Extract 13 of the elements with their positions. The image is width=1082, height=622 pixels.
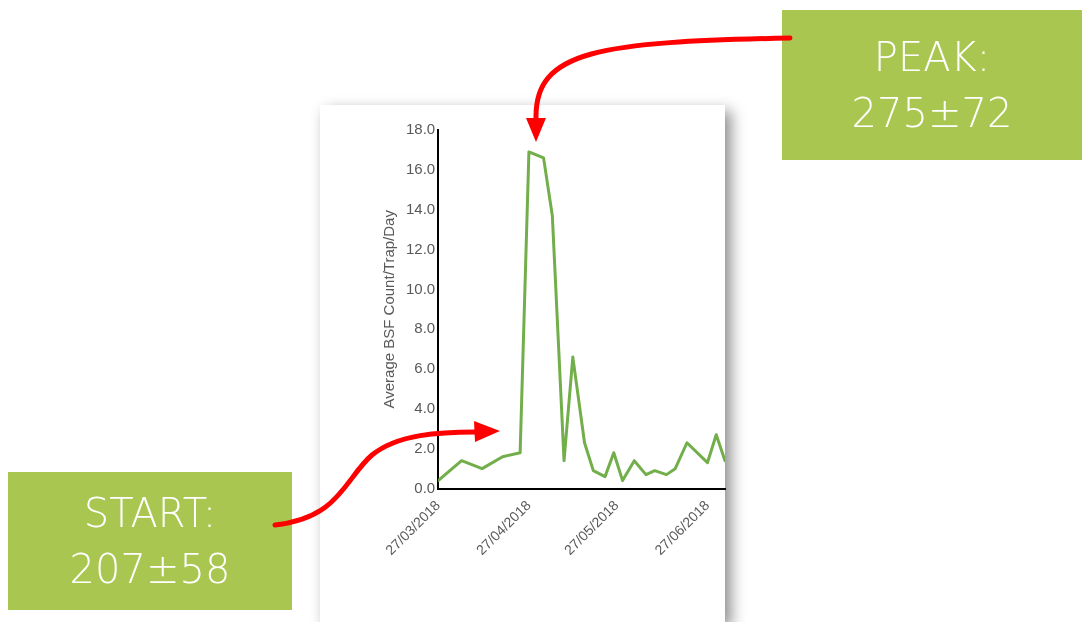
y-tick-label: 10.0 [405, 279, 436, 297]
y-tick-label: 12.0 [405, 239, 436, 257]
y-tick-label: 8.0 [414, 319, 436, 337]
y-axis-title: Average BSF Count/Trap/Day [380, 209, 398, 409]
y-tick-label: 16.0 [405, 159, 436, 177]
text: PEAK: 275±72 [851, 33, 1013, 138]
text: START: 207±58 [69, 489, 231, 594]
y-tick-label: 0.0 [414, 478, 436, 496]
y-tick-label: 2.0 [414, 438, 436, 456]
y-tick-label: 14.0 [405, 199, 436, 217]
y-tick-label: 4.0 [414, 399, 436, 417]
y-tick-label: 6.0 [414, 359, 436, 377]
y-tick-label: 18.0 [405, 120, 436, 138]
